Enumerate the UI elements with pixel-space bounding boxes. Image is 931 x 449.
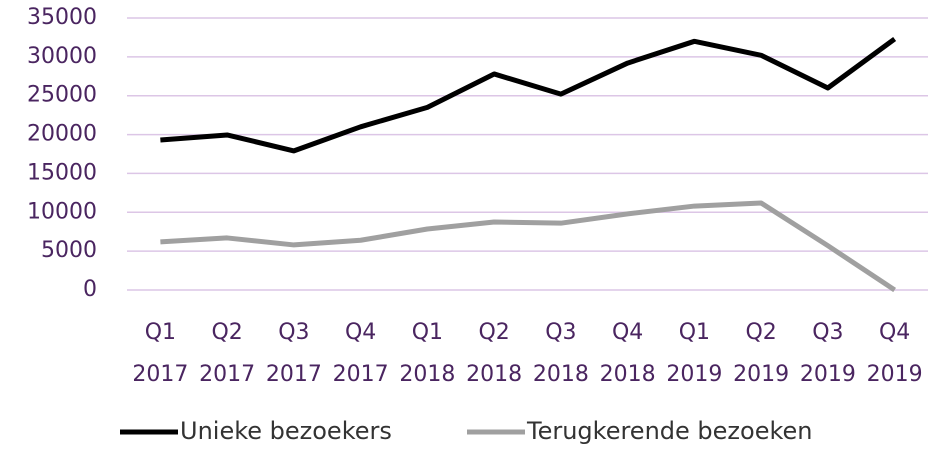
x-tick-label: Q2 2019	[733, 320, 789, 387]
x-tick-label: Q3 2018	[533, 320, 589, 387]
x-tick-label: Q1 2018	[399, 320, 455, 387]
x-tick-label: Q3 2017	[266, 320, 322, 387]
y-tick-label: 0	[83, 277, 97, 302]
y-tick-label: 15000	[27, 160, 97, 185]
legend-label: Unieke bezoekers	[180, 417, 392, 445]
y-tick-label: 10000	[27, 199, 97, 224]
x-tick-label: Q4 2017	[333, 320, 389, 387]
y-tick-label: 20000	[27, 122, 97, 147]
y-tick-label: 5000	[41, 238, 97, 263]
y-tick-label: 25000	[27, 83, 97, 108]
series-line	[160, 200, 897, 293]
x-tick-label: Q1 2019	[666, 320, 722, 387]
x-tick-label: Q3 2019	[800, 320, 856, 387]
y-tick-label: 35000	[27, 5, 97, 30]
x-tick-label: Q1 2017	[132, 320, 188, 387]
series-line	[160, 36, 897, 154]
x-tick-label: Q2 2017	[199, 320, 255, 387]
y-tick-label: 30000	[27, 44, 97, 69]
legend-label: Terugkerende bezoeken	[526, 417, 812, 445]
x-tick-label: Q2 2018	[466, 320, 522, 387]
x-tick-label: Q4 2018	[600, 320, 656, 387]
x-tick-label: Q4 2019	[867, 320, 923, 387]
